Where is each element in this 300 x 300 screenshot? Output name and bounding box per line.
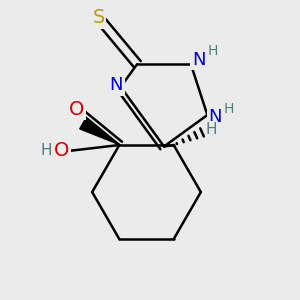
- Text: O: O: [54, 142, 69, 160]
- Text: N: N: [208, 108, 222, 126]
- Text: S: S: [92, 8, 105, 27]
- Text: N: N: [110, 76, 123, 94]
- Text: N: N: [192, 51, 205, 69]
- Text: H: H: [40, 143, 52, 158]
- Polygon shape: [80, 119, 119, 145]
- Text: H: H: [224, 102, 234, 116]
- Text: O: O: [69, 100, 84, 119]
- Text: H: H: [207, 44, 218, 58]
- Text: H: H: [206, 122, 217, 137]
